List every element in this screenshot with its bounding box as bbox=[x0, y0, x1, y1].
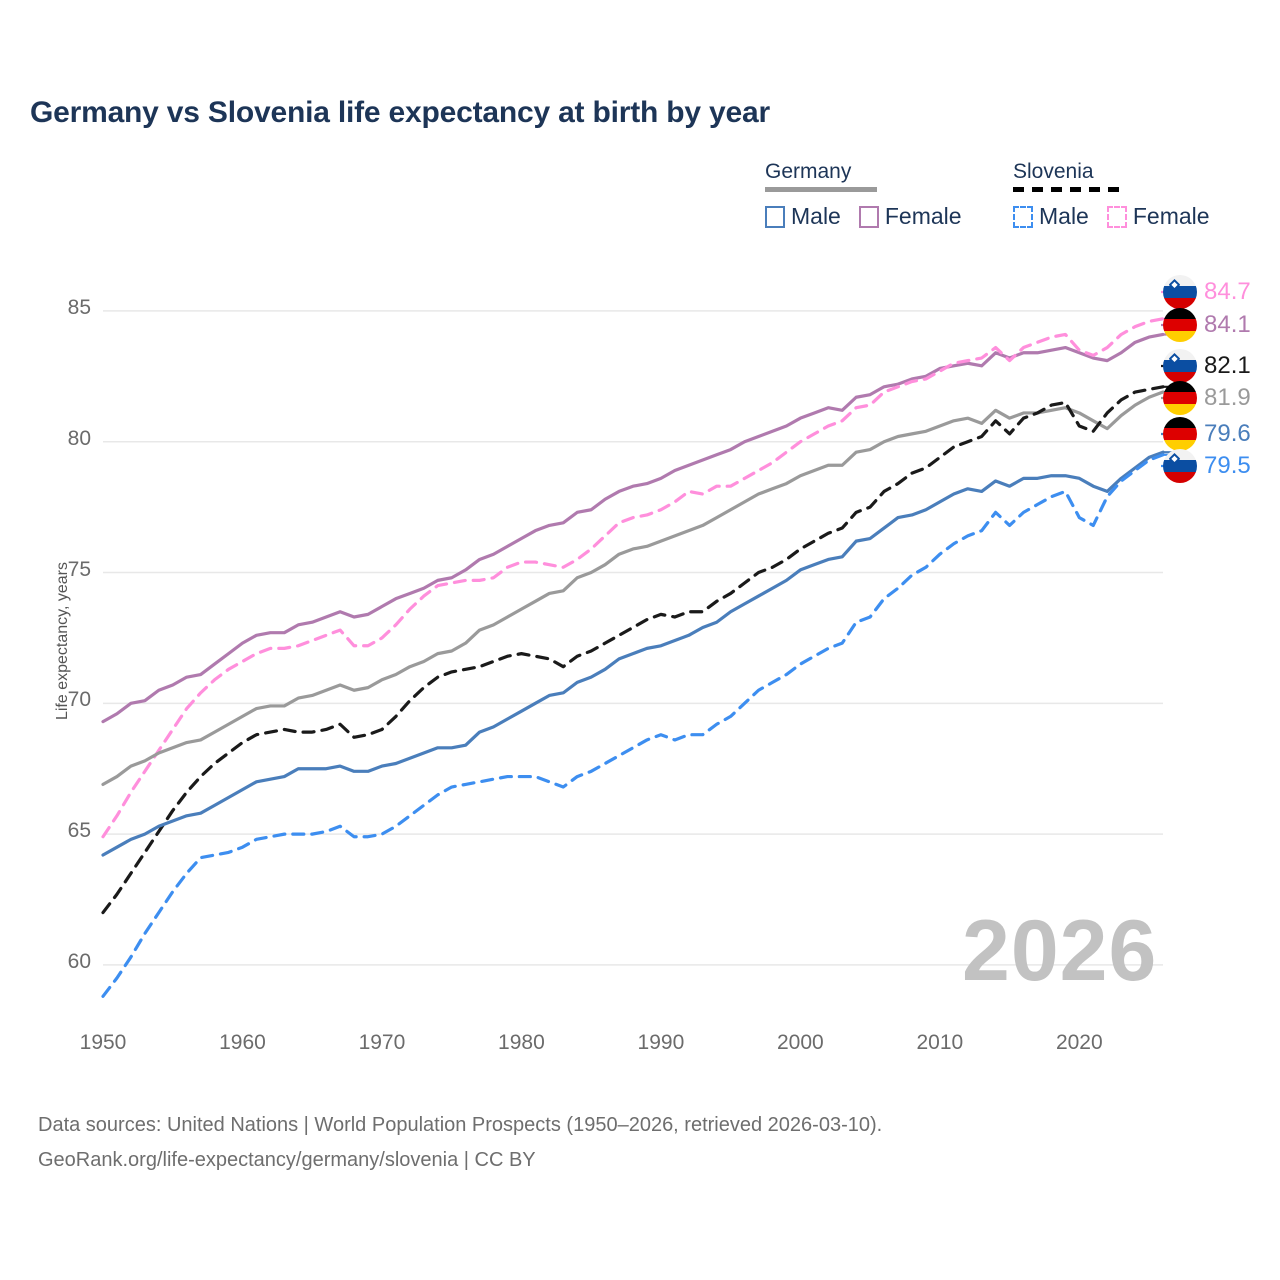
footer-credits: Data sources: United Nations | World Pop… bbox=[38, 1108, 882, 1178]
end-value-row: 79.6 bbox=[1163, 417, 1251, 451]
end-value-label: 79.5 bbox=[1204, 452, 1251, 479]
end-value-label: 84.1 bbox=[1204, 311, 1251, 338]
end-value-label: 84.7 bbox=[1204, 278, 1251, 305]
chart-legend: Germany Male Female Slovenia Male bbox=[755, 160, 1255, 245]
end-value-row: 84.7 bbox=[1163, 275, 1251, 309]
y-axis-tick-label: 80 bbox=[67, 426, 91, 450]
series-line-germany-male bbox=[101, 450, 1165, 857]
slovenia-flag-icon bbox=[1163, 449, 1197, 483]
footer-line-2: GeoRank.org/life-expectancy/germany/slov… bbox=[38, 1149, 536, 1171]
x-axis-tick-label: 2010 bbox=[916, 1031, 964, 1054]
legend-country-rule-slovenia bbox=[1013, 187, 1125, 192]
series-line-slovenia-total bbox=[101, 385, 1165, 915]
legend-swatch-icon bbox=[1013, 205, 1033, 228]
legend-country-label-germany: Germany bbox=[765, 160, 852, 183]
legend-group-germany: Germany Male Female bbox=[765, 160, 962, 230]
end-value-label: 82.1 bbox=[1204, 352, 1251, 379]
legend-item-slovenia-male[interactable]: Male bbox=[1013, 203, 1089, 230]
legend-item-germany-female[interactable]: Female bbox=[858, 203, 962, 230]
legend-item-slovenia-female[interactable]: Female bbox=[1106, 203, 1210, 230]
legend-item-label: Male bbox=[1039, 203, 1089, 229]
end-value-label: 81.9 bbox=[1204, 384, 1251, 411]
series-line-slovenia-male bbox=[101, 453, 1165, 998]
x-axis-tick-label: 1990 bbox=[637, 1031, 685, 1054]
slovenia-flag-icon bbox=[1163, 349, 1197, 383]
x-axis-tick-label: 1950 bbox=[79, 1031, 127, 1054]
legend-swatch-icon bbox=[858, 205, 879, 228]
x-axis-tick-label: 1960 bbox=[219, 1031, 266, 1054]
series-line-slovenia-female bbox=[101, 317, 1165, 839]
legend-group-slovenia: Slovenia Male Female bbox=[1013, 160, 1210, 230]
end-value-row: 82.1 bbox=[1163, 349, 1251, 383]
legend-item-label: Female bbox=[1132, 203, 1210, 229]
y-axis-tick-label: 85 bbox=[67, 295, 91, 319]
x-axis-tick-label: 1980 bbox=[498, 1031, 545, 1054]
legend-country-rule-germany bbox=[765, 187, 877, 192]
legend-swatch-icon bbox=[1106, 205, 1127, 228]
footer-line-1: Data sources: United Nations | World Pop… bbox=[38, 1114, 883, 1136]
legend-item-germany-male[interactable]: Male bbox=[765, 203, 841, 230]
x-axis-tick-label: 1970 bbox=[358, 1031, 406, 1054]
end-value-row: 79.5 bbox=[1163, 449, 1251, 483]
y-axis-tick-label: 60 bbox=[67, 949, 91, 973]
series-line-germany-female bbox=[101, 332, 1165, 724]
germany-flag-icon bbox=[1163, 308, 1197, 342]
y-axis-tick-label: 75 bbox=[67, 557, 91, 581]
series-line-germany-total bbox=[101, 390, 1165, 787]
end-value-row: 81.9 bbox=[1163, 381, 1251, 415]
legend-item-label: Male bbox=[791, 203, 841, 229]
x-axis-tick-label: 2020 bbox=[1055, 1031, 1103, 1054]
end-value-label: 79.6 bbox=[1204, 420, 1251, 447]
legend-swatch-icon bbox=[765, 205, 785, 228]
legend-country-label-slovenia: Slovenia bbox=[1013, 160, 1094, 183]
slovenia-flag-icon bbox=[1163, 275, 1197, 309]
x-axis-tick-label: 2000 bbox=[777, 1031, 824, 1054]
germany-flag-icon bbox=[1163, 417, 1197, 451]
y-axis-tick-label: 70 bbox=[67, 688, 91, 712]
year-watermark: 2026 bbox=[962, 903, 1158, 999]
end-value-row: 84.1 bbox=[1163, 308, 1251, 342]
germany-flag-icon bbox=[1163, 381, 1197, 415]
legend-item-label: Female bbox=[884, 203, 962, 229]
y-axis-tick-label: 65 bbox=[67, 819, 91, 843]
page-title: Germany vs Slovenia life expectancy at b… bbox=[30, 96, 770, 129]
